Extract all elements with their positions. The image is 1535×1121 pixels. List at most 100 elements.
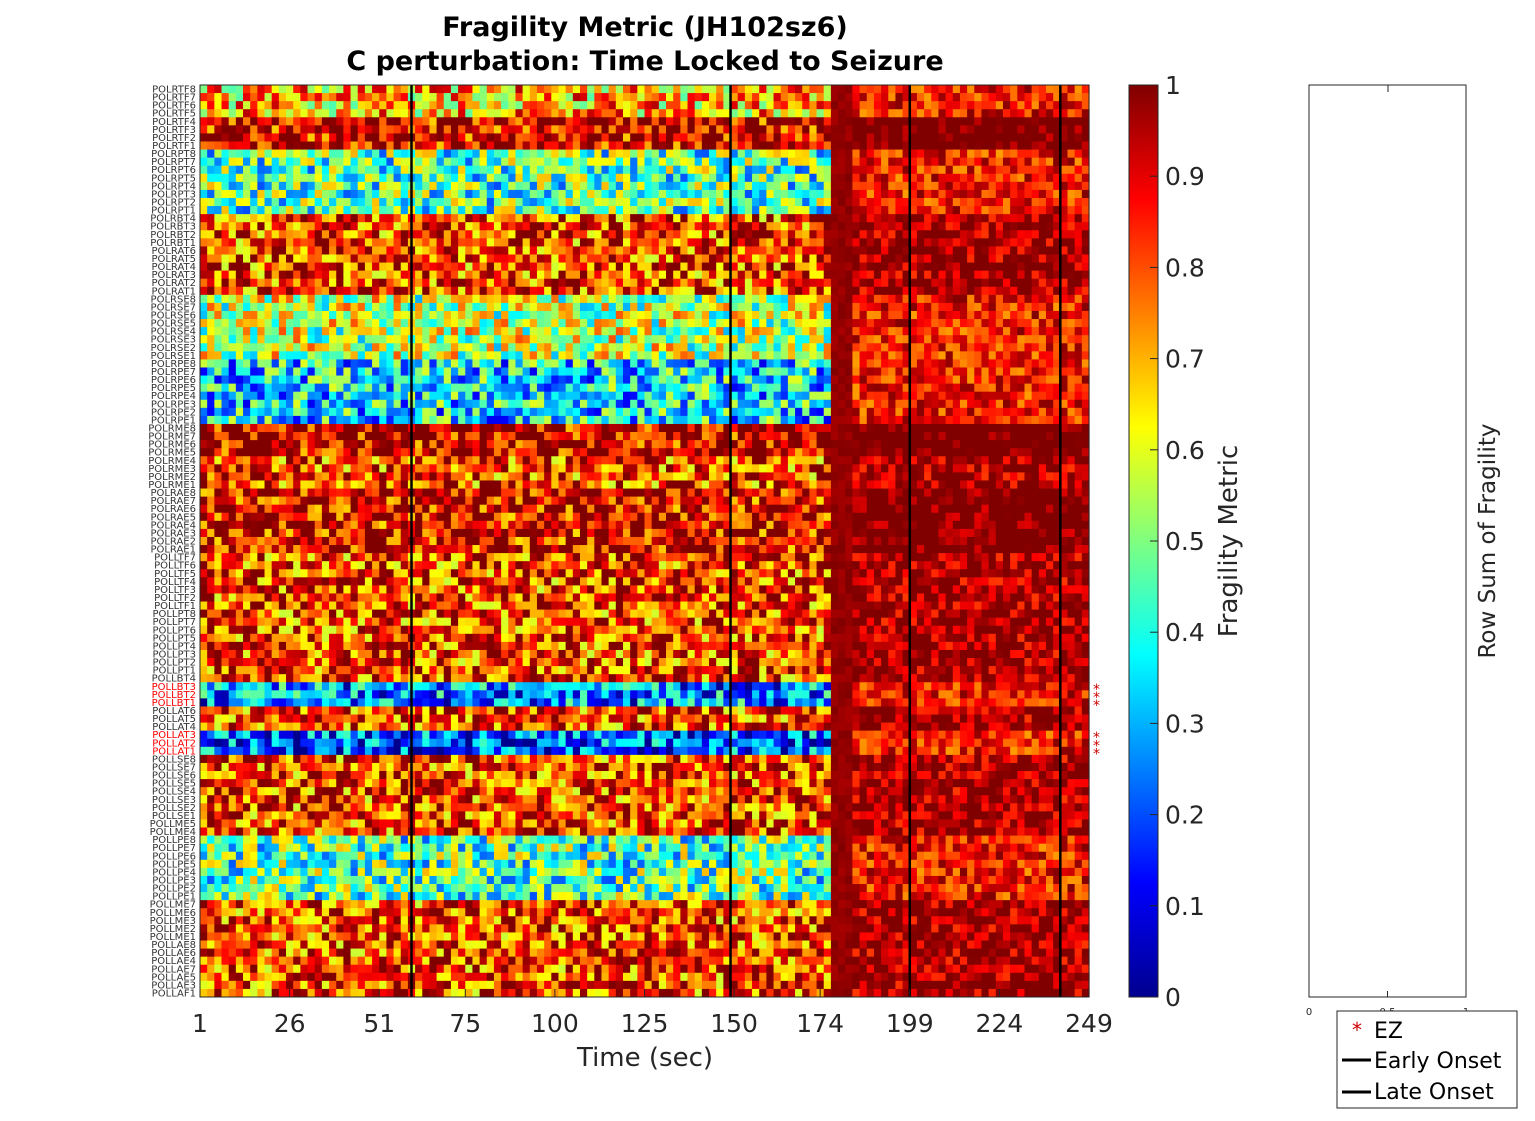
heatmap-cell <box>565 101 574 110</box>
heatmap-cell <box>673 157 681 167</box>
heatmap-cell <box>916 133 925 142</box>
heatmap-row <box>200 343 1090 352</box>
heatmap-cell <box>293 173 301 183</box>
heatmap-cell <box>587 319 595 328</box>
heatmap-cell <box>988 294 997 304</box>
heatmap-cell <box>981 375 990 385</box>
chart-subtitle: C perturbation: Time Locked to Seizure <box>346 46 944 77</box>
heatmap-cell <box>393 310 402 320</box>
heatmap-cell <box>1074 343 1083 352</box>
heatmap-cell <box>895 230 904 239</box>
heatmap-cell <box>579 327 588 336</box>
heatmap-cell <box>816 93 825 102</box>
heatmap-cell <box>866 327 875 336</box>
heatmap-cell <box>372 254 380 263</box>
heatmap-cell <box>959 93 968 102</box>
heatmap-cell <box>859 375 868 385</box>
heatmap-cell <box>795 262 803 272</box>
heatmap-cell <box>830 343 839 352</box>
heatmap-cell <box>737 165 746 175</box>
heatmap-cell <box>486 302 495 312</box>
heatmap-row <box>200 181 1090 191</box>
heatmap-cell <box>809 85 818 94</box>
heatmap-cell <box>673 383 681 393</box>
heatmap-cell <box>501 197 509 207</box>
heatmap-cell <box>845 254 854 263</box>
heatmap-cell <box>795 302 803 312</box>
heatmap-cell <box>931 359 940 368</box>
heatmap-cell <box>1060 391 1069 401</box>
heatmap-cell <box>200 157 208 167</box>
heatmap-cell <box>1081 335 1090 344</box>
heatmap-cell <box>1074 302 1083 312</box>
heatmap-cell <box>759 286 767 296</box>
heatmap-cell <box>938 181 947 191</box>
heatmap-cell <box>350 149 359 159</box>
heatmap-cell <box>737 343 746 352</box>
heatmap-cell <box>307 375 316 385</box>
heatmap-cell <box>379 141 387 150</box>
heatmap-cell <box>515 238 524 247</box>
heatmap-cell <box>716 343 724 352</box>
heatmap-cell <box>221 286 230 296</box>
heatmap-cell <box>938 189 947 199</box>
heatmap-cell <box>436 197 445 207</box>
heatmap-cell <box>680 189 689 199</box>
heatmap-cell <box>357 125 366 134</box>
heatmap-cell <box>938 246 947 255</box>
heatmap-cell <box>329 294 337 304</box>
heatmap-cell <box>594 85 603 94</box>
heatmap-cell <box>709 319 717 328</box>
heatmap-cell <box>307 214 316 223</box>
heatmap-cell <box>859 319 868 328</box>
heatmap-cell <box>952 278 961 288</box>
heatmap-cell <box>1002 278 1011 288</box>
heatmap-cell <box>938 351 947 360</box>
heatmap-cell <box>881 399 889 409</box>
heatmap-cell <box>666 351 674 360</box>
heatmap-cell <box>773 214 782 223</box>
heatmap-cell <box>802 286 810 296</box>
heatmap-cell <box>264 117 273 126</box>
heatmap-cell <box>615 335 624 344</box>
heatmap-cell <box>207 165 215 175</box>
heatmap-cell <box>787 367 796 376</box>
heatmap-cell <box>823 117 832 126</box>
heatmap-cell <box>823 85 832 94</box>
heatmap-cell <box>916 206 925 215</box>
heatmap-cell <box>1024 149 1033 159</box>
heatmap-cell <box>1017 319 1026 328</box>
heatmap-cell <box>343 101 352 110</box>
heatmap-cell <box>501 93 509 102</box>
heatmap-cell <box>809 206 818 215</box>
heatmap-cell <box>364 246 373 255</box>
heatmap-cell <box>1060 375 1069 385</box>
heatmap-cell <box>658 383 667 393</box>
heatmap-cell <box>307 197 316 207</box>
heatmap-cell <box>744 214 753 223</box>
heatmap-cell <box>852 335 861 344</box>
heatmap-cell <box>458 327 466 336</box>
heatmap-cell <box>680 294 689 304</box>
heatmap-cell <box>658 327 667 336</box>
heatmap-cell <box>737 109 746 118</box>
heatmap-cell <box>436 399 445 409</box>
heatmap-cell <box>293 335 301 344</box>
heatmap-cell <box>336 149 344 159</box>
heatmap-cell <box>493 206 502 215</box>
heatmap-cell <box>579 383 588 393</box>
heatmap-cell <box>838 351 846 360</box>
heatmap-cell <box>601 286 610 296</box>
heatmap-cell <box>350 238 359 247</box>
heatmap-cell <box>830 173 839 183</box>
heatmap-cell <box>830 93 839 102</box>
heatmap-cell <box>508 101 517 110</box>
heatmap-cell <box>286 157 294 167</box>
heatmap-cell <box>974 214 983 223</box>
heatmap-cell <box>300 149 309 159</box>
heatmap-cell <box>845 246 854 255</box>
heatmap-row <box>200 189 1090 199</box>
heatmap-cell <box>579 278 588 288</box>
heatmap-cell <box>716 278 724 288</box>
heatmap-cell <box>1045 109 1054 118</box>
